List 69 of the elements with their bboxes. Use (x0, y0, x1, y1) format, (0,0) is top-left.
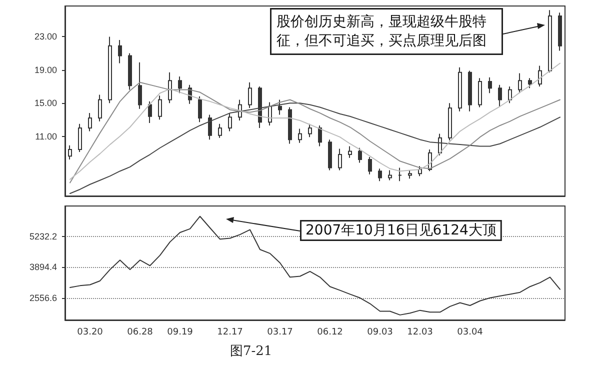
candlestick (358, 147, 362, 164)
candlestick (328, 139, 332, 171)
candlestick (178, 76, 182, 94)
candlestick (128, 52, 132, 90)
candlestick (118, 40, 122, 64)
x-tick-label: 06.28 (127, 328, 154, 338)
candlestick (98, 94, 102, 122)
line-series (70, 216, 560, 316)
candlestick (68, 144, 72, 160)
x-tick-label: 12.17 (217, 328, 243, 338)
candlestick (478, 78, 482, 108)
line-series (70, 102, 560, 194)
candlestick (308, 123, 312, 138)
candlestick (538, 65, 542, 87)
candlestick (198, 96, 202, 123)
candlestick (298, 128, 302, 144)
candlestick (208, 114, 212, 140)
candlestick (338, 148, 342, 171)
x-tick-label: 03.17 (267, 328, 293, 338)
x-tick-label: 09.19 (167, 328, 194, 338)
candlestick (518, 72, 522, 94)
candlestick (258, 86, 262, 128)
y-tick-label: 15.00 (34, 98, 57, 108)
candlestick (288, 106, 292, 144)
x-tick-label: 06.12 (317, 328, 343, 338)
candlestick (548, 10, 552, 73)
candlestick (408, 170, 412, 180)
candlestick (448, 102, 452, 141)
y-tick-label: 19.00 (34, 64, 57, 75)
candlestick (418, 166, 422, 177)
candlestick (318, 124, 322, 147)
candlestick (348, 146, 352, 158)
candlestick (268, 102, 272, 126)
caption: 图7-21 (230, 344, 272, 359)
candlestick (228, 112, 232, 132)
candlestick (108, 36, 112, 104)
candlestick (138, 62, 142, 110)
x-tick-label: 03.20 (77, 328, 104, 338)
candlestick (278, 99, 282, 116)
x-tick-label: 09.03 (367, 328, 393, 338)
x-tick-label: 03.04 (457, 328, 484, 338)
candlestick (248, 82, 252, 109)
candlestick (528, 78, 532, 89)
line-series (70, 82, 560, 184)
candlestick (158, 95, 162, 120)
y-tick-label: 5232.2 (29, 231, 57, 242)
candlestick (388, 170, 392, 181)
candlestick (508, 86, 512, 104)
candlestick (458, 66, 462, 112)
candlestick (488, 76, 492, 94)
y-tick-label: 2556.6 (29, 292, 57, 303)
x-tick-label: 12.03 (407, 328, 433, 338)
candlestick (378, 168, 382, 182)
candlestick (398, 167, 402, 182)
candlestick (498, 84, 502, 107)
candlestick (148, 100, 152, 124)
annotation: 2007年10月16日见6124大顶 (306, 222, 496, 238)
candlestick (468, 70, 472, 112)
candlestick (218, 123, 222, 138)
y-tick-label: 11.00 (35, 131, 57, 142)
candlestick (558, 12, 562, 52)
candlestick (168, 72, 172, 104)
candlestick (88, 112, 92, 132)
line-series (70, 62, 560, 180)
annotation: 股价创历史新高，显现超级牛股特征，但不可追买，买点原理见后图 (276, 14, 486, 49)
y-tick-label: 23.00 (34, 32, 57, 42)
y-tick-label: 3894.4 (29, 262, 57, 272)
candlestick (368, 156, 372, 175)
candlestick (78, 123, 82, 153)
